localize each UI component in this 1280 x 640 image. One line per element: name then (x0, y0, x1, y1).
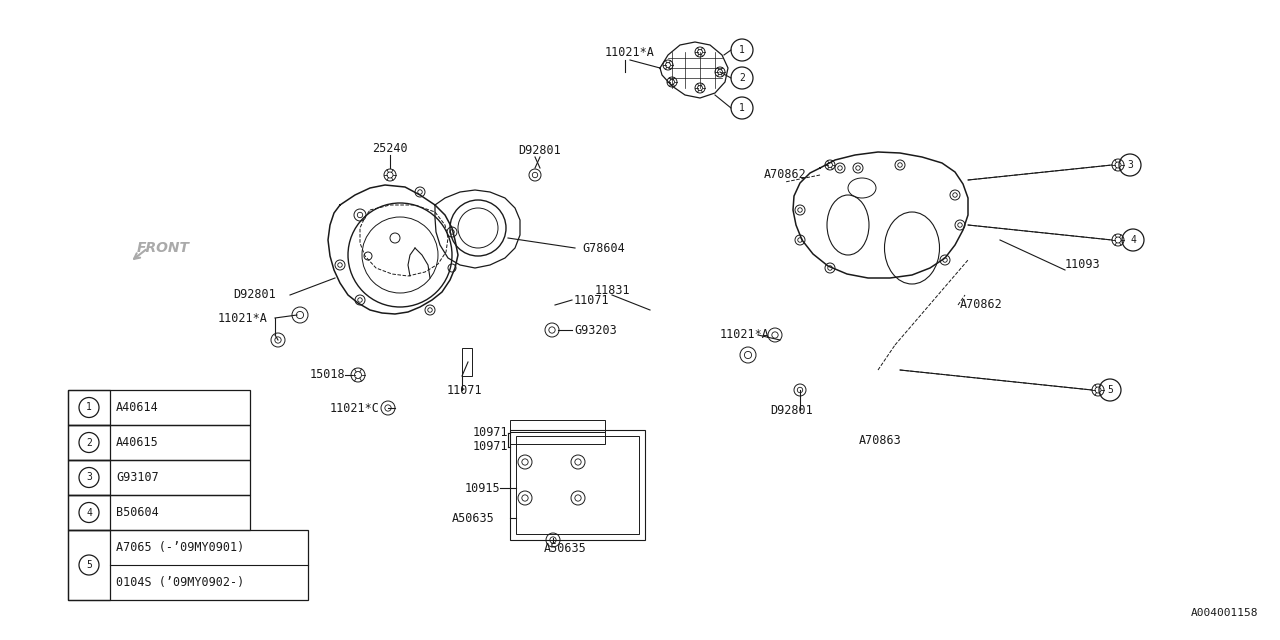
Text: A50635: A50635 (544, 541, 586, 554)
Text: A70862: A70862 (764, 168, 806, 182)
Bar (68, 390, 110, 425)
Text: 11071: 11071 (573, 294, 609, 307)
Text: 0104S (’09MY0902-): 0104S (’09MY0902-) (116, 576, 244, 589)
Text: 10971: 10971 (472, 426, 508, 440)
Text: 1: 1 (739, 103, 745, 113)
Text: A70862: A70862 (960, 298, 1002, 312)
Text: 11093: 11093 (1065, 259, 1101, 271)
Text: 2: 2 (739, 73, 745, 83)
Text: 4: 4 (86, 508, 92, 518)
Bar (68, 425, 110, 460)
Text: 10971: 10971 (472, 440, 508, 454)
Text: A004001158: A004001158 (1190, 608, 1258, 618)
Text: 15018: 15018 (310, 369, 344, 381)
Text: 11021*A: 11021*A (218, 312, 268, 324)
Text: 3: 3 (1128, 160, 1133, 170)
Bar (509, 432, 605, 444)
Bar (68, 425, 250, 460)
Bar (516, 436, 639, 534)
Text: 11021*A: 11021*A (605, 45, 655, 58)
Text: A50635: A50635 (452, 511, 495, 525)
Bar (68, 460, 250, 495)
Text: B50604: B50604 (116, 506, 159, 519)
Text: 3: 3 (86, 472, 92, 483)
Text: D92801: D92801 (771, 403, 813, 417)
Text: 11021*A: 11021*A (721, 328, 771, 342)
Bar (68, 530, 110, 600)
Text: G93203: G93203 (573, 323, 617, 337)
Text: 5: 5 (86, 560, 92, 570)
Text: 2: 2 (86, 438, 92, 447)
Text: A70863: A70863 (859, 433, 901, 447)
Text: 5: 5 (1107, 385, 1112, 395)
Bar (68, 495, 250, 530)
Text: A40614: A40614 (116, 401, 159, 414)
Text: A40615: A40615 (116, 436, 159, 449)
Bar (68, 390, 250, 425)
Text: 4: 4 (1130, 235, 1135, 245)
Text: 11071: 11071 (447, 383, 481, 397)
Text: D92801: D92801 (234, 289, 276, 301)
Bar (509, 420, 605, 432)
Text: A7065 (-’09MY0901): A7065 (-’09MY0901) (116, 541, 244, 554)
Text: G93107: G93107 (116, 471, 159, 484)
Text: 25240: 25240 (372, 141, 408, 154)
Text: 1: 1 (86, 403, 92, 413)
Bar (68, 495, 110, 530)
Text: D92801: D92801 (518, 143, 562, 157)
Text: G78604: G78604 (582, 241, 625, 255)
Bar (68, 530, 308, 600)
Bar (462, 348, 472, 376)
Text: 1: 1 (739, 45, 745, 55)
Text: 10915: 10915 (465, 481, 500, 495)
Text: FRONT: FRONT (137, 241, 189, 255)
Text: 11831: 11831 (594, 284, 630, 296)
Bar (509, 430, 645, 540)
Text: 11021*C: 11021*C (330, 401, 380, 415)
Bar (68, 460, 110, 495)
